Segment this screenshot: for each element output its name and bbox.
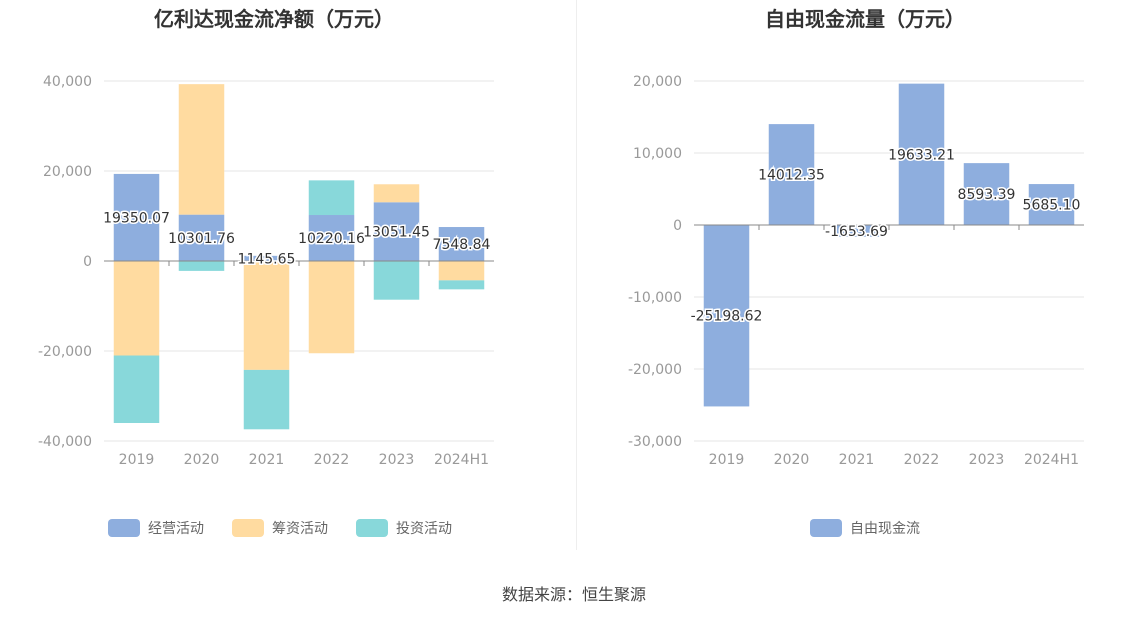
y-tick-label: -10,000 [628,290,682,306]
bar-2 [113,261,160,356]
data-label: 8593.39 [958,187,1016,203]
x-tick-label: 2020 [774,452,810,468]
x-tick-label: 2021 [249,452,285,468]
bar-3 [113,355,160,423]
bar-2 [373,184,420,203]
y-tick-label: 20,000 [633,74,682,90]
data-label: -1653.69 [825,224,888,240]
x-tick-label: 2021 [839,452,875,468]
chart-title: 亿利达现金流净额（万元） [154,7,394,31]
bar-3 [243,369,290,430]
bar-1 [1028,184,1075,225]
bar-2 [243,261,290,370]
data-label: 10301.76 [168,231,235,247]
y-tick-label: 10,000 [633,146,682,162]
bar-3 [438,280,485,290]
legend-swatch [232,519,264,537]
bar-3 [178,261,225,271]
bar-2 [308,261,355,354]
x-tick-label: 2024H1 [434,452,489,468]
y-tick-label: -20,000 [38,344,92,360]
y-tick-label: -20,000 [628,362,682,378]
data-label: 5685.10 [1023,198,1081,214]
bar-1 [898,83,945,225]
legend-label: 经营活动 [148,521,204,537]
legend-label: 自由现金流 [850,521,920,537]
bar-1 [373,202,420,261]
bar-1 [113,173,160,261]
data-label: 14012.35 [758,168,825,184]
data-label: 7548.84 [433,237,491,253]
data-label: 19350.07 [103,210,170,226]
data-label: 19633.21 [888,147,955,163]
legend-label: 投资活动 [396,521,452,537]
data-source: 数据来源：恒生聚源 [501,585,646,604]
legend-swatch [356,519,388,537]
cash-flow-chart: 亿利达现金流净额（万元） 40,000 20,000 0 -20,000 -40,000 2… [38,7,494,537]
bar-1 [438,227,485,261]
y-tick-label: -40,000 [38,434,92,450]
legend-swatch [810,519,842,537]
x-tick-label: 2024H1 [1024,452,1079,468]
data-label: 1145.65 [238,251,296,267]
x-tick-label: 2023 [379,452,415,468]
data-label: -25198.62 [691,309,763,325]
bar-1 [178,214,225,261]
bar-2 [178,84,225,215]
y-tick-label: 0 [83,254,92,270]
legend-label: 筹资活动 [272,520,328,537]
bar-1 [703,225,750,407]
bar-1 [768,124,815,225]
x-tick-label: 2020 [184,452,220,468]
y-tick-label: 20,000 [43,164,92,180]
y-tick-label: 0 [673,218,682,234]
x-tick-label: 2019 [119,452,155,468]
chart-divider [576,0,577,550]
y-tick-label: -30,000 [628,434,682,450]
x-tick-label: 2019 [709,452,745,468]
bar-3 [308,180,355,216]
bar-1 [963,163,1010,225]
bar-1 [308,215,355,261]
data-label: 13051.45 [363,225,430,241]
x-tick-label: 2023 [969,452,1005,468]
x-tick-label: 2022 [314,452,350,468]
free-cash-flow-chart: 自由现金流量（万元） 20,000 10,000 0 -10,000 -20,000 -30… [628,7,1084,537]
data-label: 10220.16 [298,231,365,247]
x-tick-label: 2022 [904,452,940,468]
legend-swatch [108,519,140,537]
y-tick-label: 40,000 [43,74,92,90]
bar-1 [243,255,290,261]
bar-3 [373,261,420,300]
bar-2 [438,261,485,281]
chart-title: 自由现金流量（万元） [765,7,965,31]
bar-1 [833,225,880,237]
